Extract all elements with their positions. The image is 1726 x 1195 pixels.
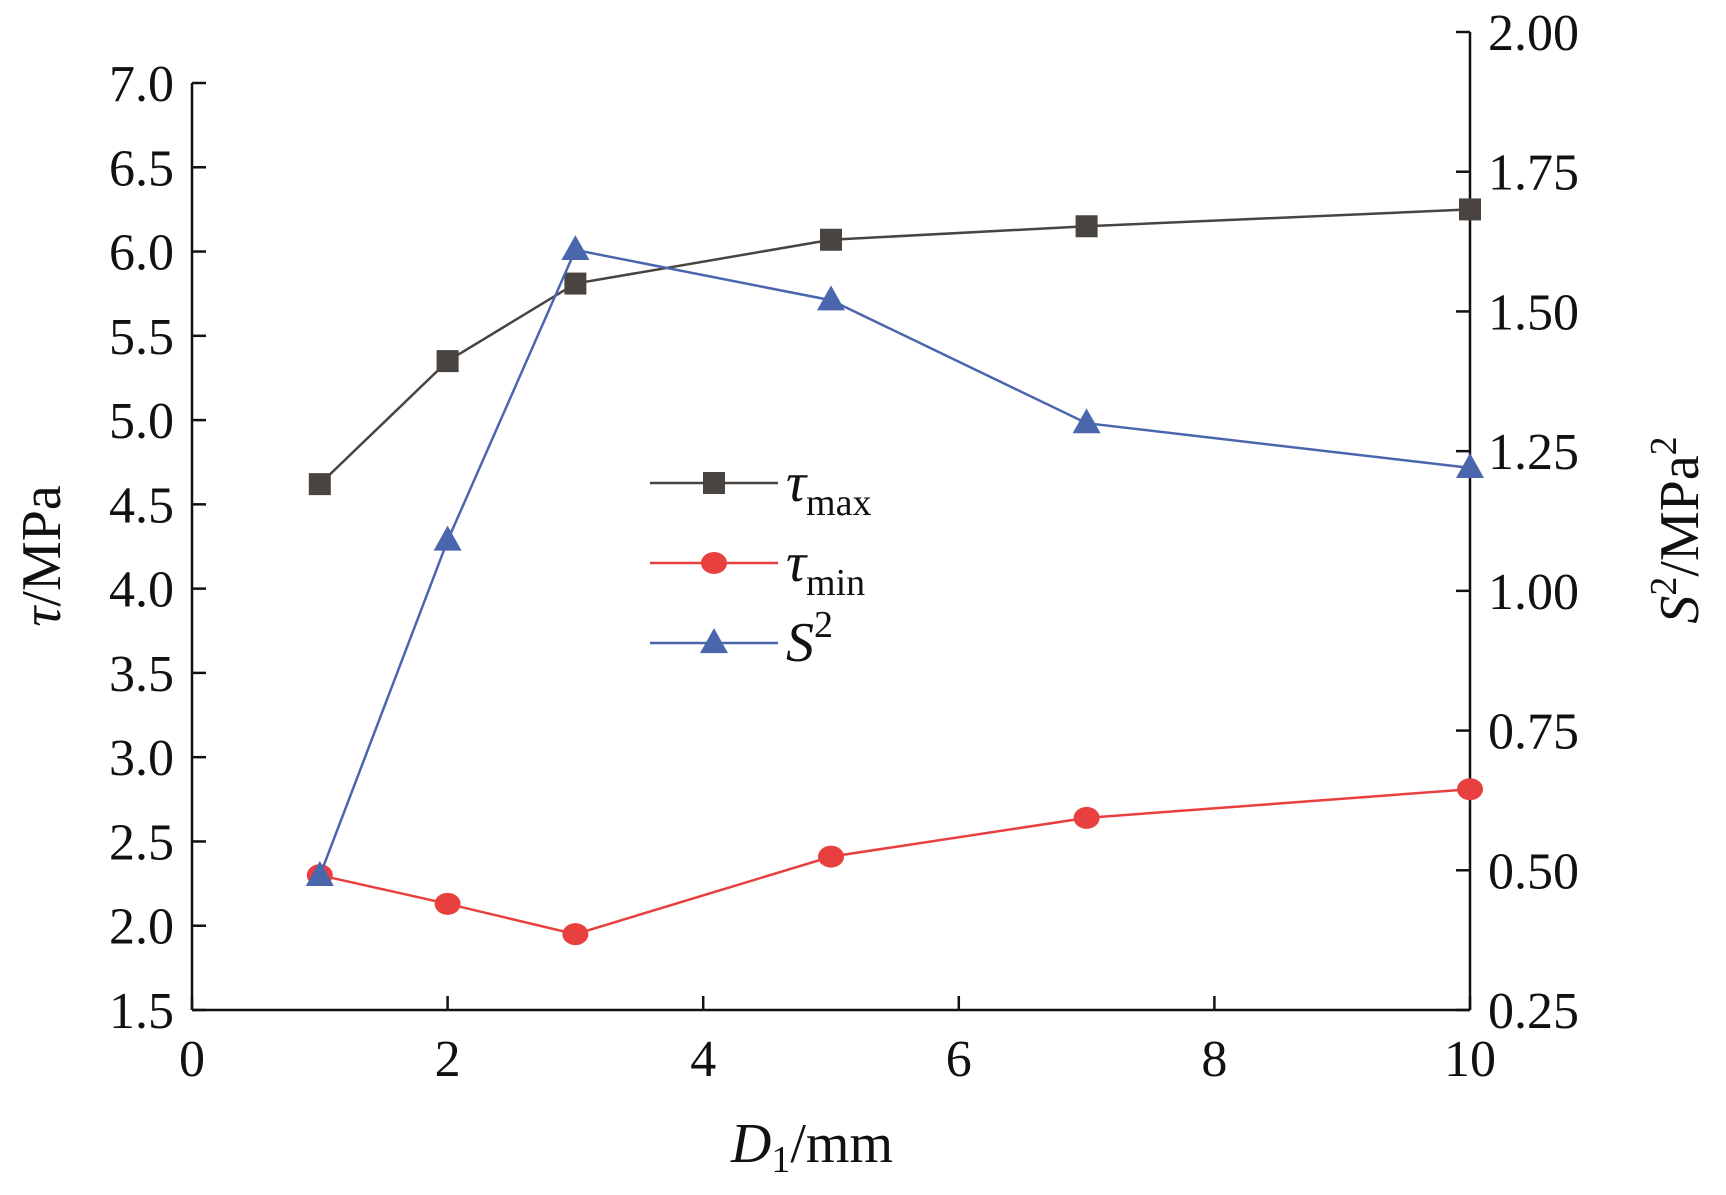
legend-label-superscript: 2 [814, 604, 833, 646]
y-left-axis-title-unit: /MPa [11, 485, 73, 606]
legend-label-symbol: τ [786, 532, 808, 594]
y-left-tick-label: 2.0 [109, 899, 174, 956]
legend-label-subscript: max [806, 482, 871, 524]
y-right-axis-title-unit-superscript: 2 [1643, 436, 1685, 455]
y-left-axis-title-symbol: τ [11, 605, 73, 627]
legend-marker-tau_max [703, 472, 725, 494]
series-s2 [305, 235, 1484, 886]
y-left-axis-title: τ/MPa [11, 485, 73, 627]
y-left-tick-label: 1.5 [109, 983, 174, 1040]
y-right-tick-label: 2.00 [1488, 5, 1579, 62]
y-right-tick-label: 1.50 [1488, 284, 1579, 341]
series-line-tau_min [319, 787, 1471, 936]
data-point-s2 [561, 235, 590, 261]
legend-label-subscript: min [806, 562, 865, 604]
x-axis-title-subscript: 1 [771, 1139, 790, 1181]
x-tick-label: 2 [435, 1031, 461, 1088]
y-left-tick-label: 6.5 [109, 140, 174, 197]
legend-label-symbol: S [786, 612, 814, 674]
y-left-tick-label: 3.5 [109, 646, 174, 703]
data-point-s2 [433, 525, 462, 551]
y-left-tick-label: 4.5 [109, 477, 174, 534]
legend-label-tau_max: τmax [786, 452, 871, 524]
x-axis-title-symbol: D [730, 1113, 771, 1175]
legend-item-tau_max: τmax [650, 452, 871, 524]
data-point-tau_min [562, 923, 589, 946]
y-right-tick-label: 0.25 [1488, 983, 1579, 1040]
data-point-tau_max [820, 228, 842, 251]
x-tick-label: 6 [946, 1031, 972, 1088]
data-point-tau_min [434, 892, 461, 915]
y-right-tick-label: 1.75 [1488, 145, 1579, 202]
x-axis-title-unit: /mm [790, 1113, 893, 1175]
x-tick-label: 10 [1444, 1031, 1496, 1088]
y-left-tick-label: 5.5 [109, 309, 174, 366]
data-point-tau_max [564, 272, 587, 295]
x-tick-label: 8 [1201, 1031, 1227, 1088]
data-point-s2 [1072, 408, 1101, 434]
legend-item-tau_min: τmin [650, 532, 865, 604]
y-left-tick-label: 6.0 [109, 225, 174, 282]
data-point-tau_min [1073, 806, 1100, 829]
series-line-s2 [318, 248, 1471, 877]
y-right-tick-label: 1.00 [1488, 564, 1579, 621]
data-point-tau_max [436, 350, 459, 373]
y-right-tick-label: 0.75 [1488, 704, 1579, 761]
data-point-s2 [817, 285, 845, 311]
axes-group [190, 32, 1472, 1012]
y-left-tick-label: 2.5 [109, 814, 174, 871]
legend-item-s2: S2 [650, 604, 833, 674]
series-line-tau_max [318, 208, 1471, 486]
legend-marker-s2 [700, 628, 728, 654]
legend-label-symbol: τ [786, 452, 808, 514]
data-point-tau_min [1457, 778, 1483, 801]
data-point-tau_max [1075, 215, 1098, 238]
y-right-axis-title-unit: /MPa [1649, 455, 1711, 576]
legend-marker-tau_min [701, 552, 727, 574]
x-tick-label: 4 [690, 1031, 716, 1088]
series-tau_max [308, 198, 1481, 496]
data-point-tau_max [308, 473, 331, 496]
y-left-tick-label: 4.0 [109, 562, 174, 619]
series-tau_min [306, 778, 1483, 946]
y-left-tick-label: 7.0 [109, 56, 174, 113]
legend-label-tau_min: τmin [786, 532, 865, 604]
series-group [305, 198, 1484, 946]
x-axis-title: D1/mm [730, 1113, 893, 1181]
ticks-group: 0 2 4 6 8 10 1.5 2.0 2.5 3.0 3.5 4.0 4.5 5.0 5.5 6.0 6.5… [109, 5, 1579, 1088]
y-right-tick-label: 0.50 [1488, 843, 1579, 900]
data-point-s2 [305, 860, 334, 886]
x-tick-label: 0 [179, 1031, 205, 1088]
legend-label-s2: S2 [786, 604, 833, 674]
data-point-tau_max [1459, 198, 1481, 221]
data-point-s2 [1456, 453, 1484, 478]
data-point-tau_min [818, 845, 844, 868]
y-left-tick-label: 5.0 [109, 393, 174, 450]
y-left-tick-label: 3.0 [109, 730, 174, 787]
y-right-axis-title: S2/MPa2 [1643, 436, 1711, 623]
y-right-axis-title-symbol: S [1649, 596, 1711, 624]
y-right-tick-label: 1.25 [1488, 424, 1579, 481]
y-right-axis-title-superscript: 2 [1643, 577, 1685, 596]
